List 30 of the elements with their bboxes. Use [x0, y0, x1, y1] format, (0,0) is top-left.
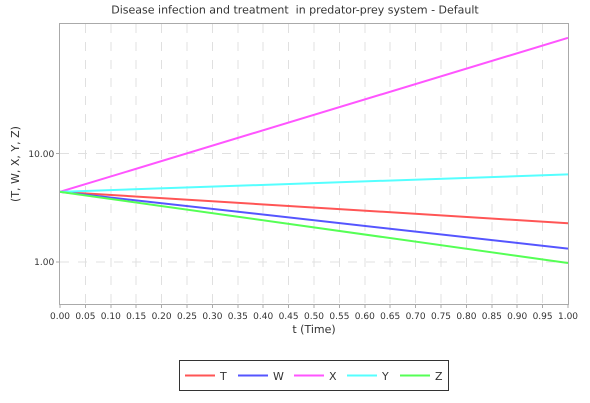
x-tick-label: 0.45	[278, 312, 299, 322]
x-tick-label: 0.35	[228, 312, 248, 322]
x-tick-label: 0.60	[354, 312, 376, 322]
legend-label: Y	[381, 370, 389, 383]
x-tick-label: 0.15	[126, 312, 146, 322]
legend-label: T	[219, 370, 227, 383]
y-axis-title: (T, W, X, Y, Z)	[9, 126, 22, 202]
x-tick-label: 0.05	[75, 312, 96, 322]
x-tick-label: 0.95	[532, 312, 553, 322]
x-tick-label: 0.50	[304, 312, 324, 322]
x-axis-title: t (Time)	[292, 323, 336, 336]
legend-label: W	[273, 370, 284, 383]
legend-label: X	[329, 370, 337, 383]
x-tick-label: 0.55	[329, 312, 350, 322]
x-tick-label: 0.00	[50, 312, 70, 322]
x-tick-label: 0.70	[406, 312, 426, 322]
x-tick-label: 0.20	[152, 312, 172, 322]
x-tick-label: 0.80	[456, 312, 477, 322]
y-tick-label: 10.00	[28, 150, 54, 160]
x-tick-label: 0.10	[100, 312, 122, 322]
x-tick-label: 0.85	[482, 312, 502, 322]
x-tick-label: 0.65	[380, 312, 400, 322]
x-tick-label: 0.90	[507, 312, 528, 322]
x-tick-label: 0.25	[176, 312, 198, 322]
chart-title: Disease infection and treatment in predator-prey system - Default	[111, 4, 480, 17]
x-tick-label: 0.40	[253, 312, 274, 322]
x-tick-label: 1.00	[558, 312, 578, 322]
x-tick-label: 0.30	[202, 312, 223, 322]
x-tick-label: 0.75	[430, 312, 452, 322]
legend-label: Z	[435, 370, 443, 383]
